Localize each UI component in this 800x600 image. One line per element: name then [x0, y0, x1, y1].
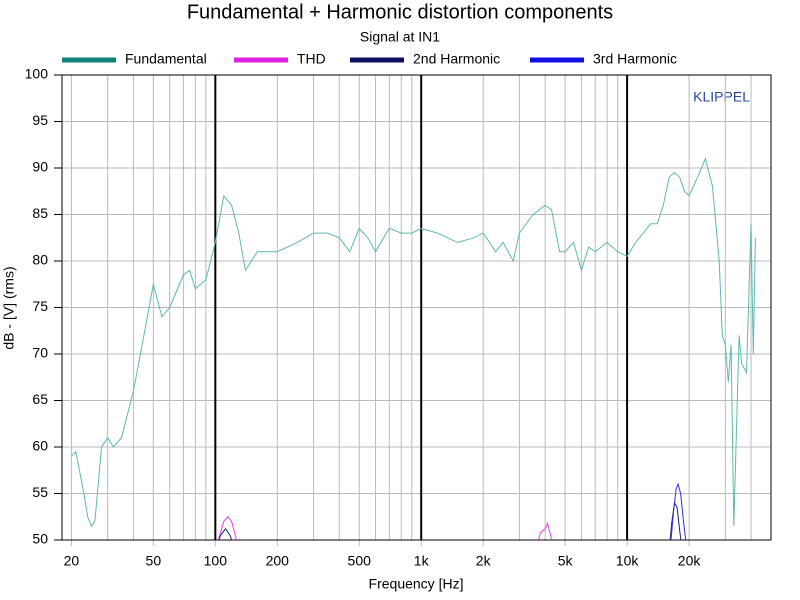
y-tick-label: 55: [32, 484, 48, 500]
plot-frame: [61, 74, 772, 541]
y-tick-label: 65: [32, 391, 48, 407]
x-tick-label: 2k: [476, 553, 492, 569]
x-tick-label: 5k: [558, 553, 574, 569]
plot-area: [71, 157, 756, 540]
y-axis-label: dB - [V] (rms): [1, 266, 17, 349]
y-tick-label: 70: [32, 345, 48, 361]
y-tick-label: 80: [32, 252, 48, 268]
y-tick-label: 85: [32, 205, 48, 221]
x-tick-label: 20k: [678, 553, 702, 569]
y-tick-label: 60: [32, 438, 48, 454]
series-line: [670, 482, 687, 540]
y-tick-label: 90: [32, 159, 48, 175]
y-tick-label: 100: [25, 66, 49, 82]
y-tick-label: 95: [32, 112, 48, 128]
x-tick-label: 500: [348, 553, 372, 569]
chart-subtitle: Signal at IN1: [360, 29, 440, 45]
x-tick-label: 200: [266, 553, 290, 569]
x-tick-label: 10k: [616, 553, 640, 569]
y-tick-label: 50: [32, 531, 48, 547]
series-line: [71, 157, 756, 528]
x-tick-label: 50: [146, 553, 162, 569]
chart-title: Fundamental + Harmonic distortion compon…: [187, 1, 613, 23]
legend-label: 3rd Harmonic: [593, 51, 677, 67]
x-tick-label: 100: [204, 553, 228, 569]
legend-label: Fundamental: [125, 51, 207, 67]
x-tick-label: 20: [64, 553, 80, 569]
legend-label: THD: [297, 51, 326, 67]
x-tick-label: 1k: [414, 553, 430, 569]
x-axis-label: Frequency [Hz]: [369, 576, 464, 592]
series-line: [218, 501, 682, 540]
y-tick-label: 75: [32, 298, 48, 314]
watermark: KLIPPEL: [693, 89, 750, 105]
legend-label: 2nd Harmonic: [413, 51, 500, 67]
series-line: [217, 516, 553, 540]
